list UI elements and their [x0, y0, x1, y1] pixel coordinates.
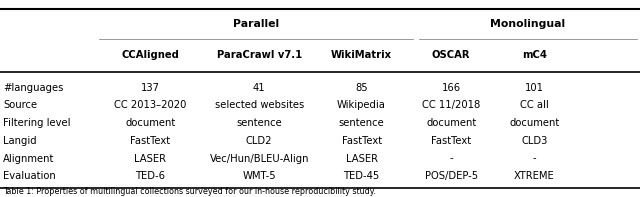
Text: 85: 85: [355, 83, 368, 93]
Text: CC all: CC all: [520, 100, 548, 110]
Text: Parallel: Parallel: [233, 19, 279, 29]
Text: sentence: sentence: [236, 118, 282, 128]
Text: #languages: #languages: [3, 83, 63, 93]
Text: -: -: [449, 154, 453, 164]
Text: ParaCrawl v7.1: ParaCrawl v7.1: [216, 50, 302, 60]
Text: TED-45: TED-45: [344, 171, 380, 181]
Text: LASER: LASER: [134, 154, 166, 164]
Text: Source: Source: [3, 100, 37, 110]
Text: Evaluation: Evaluation: [3, 171, 56, 181]
Text: -: -: [532, 154, 536, 164]
Text: CC 11/2018: CC 11/2018: [422, 100, 481, 110]
Text: CLD3: CLD3: [521, 136, 548, 146]
Text: Filtering level: Filtering level: [3, 118, 70, 128]
Text: OSCAR: OSCAR: [432, 50, 470, 60]
Text: CC 2013–2020: CC 2013–2020: [114, 100, 187, 110]
Text: Langid: Langid: [3, 136, 37, 146]
Text: WMT-5: WMT-5: [243, 171, 276, 181]
Text: document: document: [426, 118, 476, 128]
Text: FastText: FastText: [131, 136, 170, 146]
Text: 137: 137: [141, 83, 160, 93]
Text: selected websites: selected websites: [214, 100, 304, 110]
Text: CCAligned: CCAligned: [122, 50, 179, 60]
Text: FastText: FastText: [431, 136, 471, 146]
Text: TED-6: TED-6: [136, 171, 165, 181]
Text: sentence: sentence: [339, 118, 385, 128]
Text: mC4: mC4: [522, 50, 547, 60]
Text: LASER: LASER: [346, 154, 378, 164]
Text: Vec/Hun/BLEU-Align: Vec/Hun/BLEU-Align: [209, 154, 309, 164]
Text: 166: 166: [442, 83, 461, 93]
Text: Alignment: Alignment: [3, 154, 54, 164]
Text: Wikipedia: Wikipedia: [337, 100, 386, 110]
Text: XTREME: XTREME: [514, 171, 555, 181]
Text: POS/DEP-5: POS/DEP-5: [424, 171, 478, 181]
Text: Table 1: Properties of multilingual collections surveyed for our in-house reprod: Table 1: Properties of multilingual coll…: [3, 187, 376, 196]
Text: document: document: [125, 118, 175, 128]
Text: CLD2: CLD2: [246, 136, 273, 146]
Text: 41: 41: [253, 83, 266, 93]
Text: WikiMatrix: WikiMatrix: [331, 50, 392, 60]
Text: document: document: [509, 118, 559, 128]
Text: 101: 101: [525, 83, 544, 93]
Text: FastText: FastText: [342, 136, 381, 146]
Text: Monolingual: Monolingual: [490, 19, 566, 29]
